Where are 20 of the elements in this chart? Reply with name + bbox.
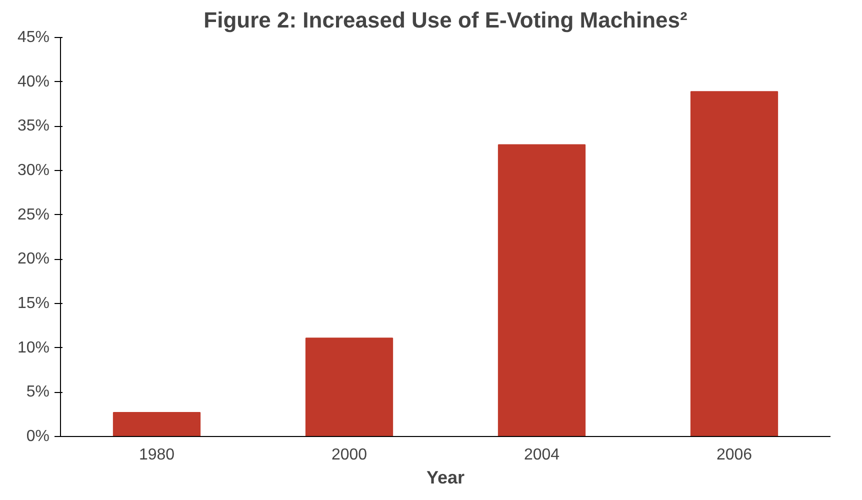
y-tick-label: 30%: [17, 162, 50, 179]
bar: [498, 144, 586, 436]
bar: [305, 338, 394, 436]
y-tick-label: 40%: [17, 73, 50, 90]
x-tick-label: 1980: [138, 446, 175, 464]
bar: [112, 412, 201, 436]
y-tick-label: 45%: [17, 29, 50, 46]
x-tick-label: 2004: [524, 446, 560, 464]
y-tick-label: 5%: [26, 384, 50, 401]
y-tick-label: 35%: [17, 118, 50, 135]
x-tick-label: 2006: [716, 446, 752, 464]
x-axis-title: Year: [426, 468, 465, 488]
y-tick-label: 20%: [17, 250, 50, 268]
x-tick-label: 2000: [331, 446, 368, 464]
y-tick-label: 0%: [26, 428, 50, 445]
y-tick-label: 25%: [17, 206, 50, 224]
y-tick-label: 10%: [17, 339, 50, 356]
y-tick-label: 15%: [17, 295, 50, 312]
bar: [690, 91, 778, 436]
chart-title: Figure 2: Increased Use of E-Voting Machines²: [204, 8, 688, 32]
